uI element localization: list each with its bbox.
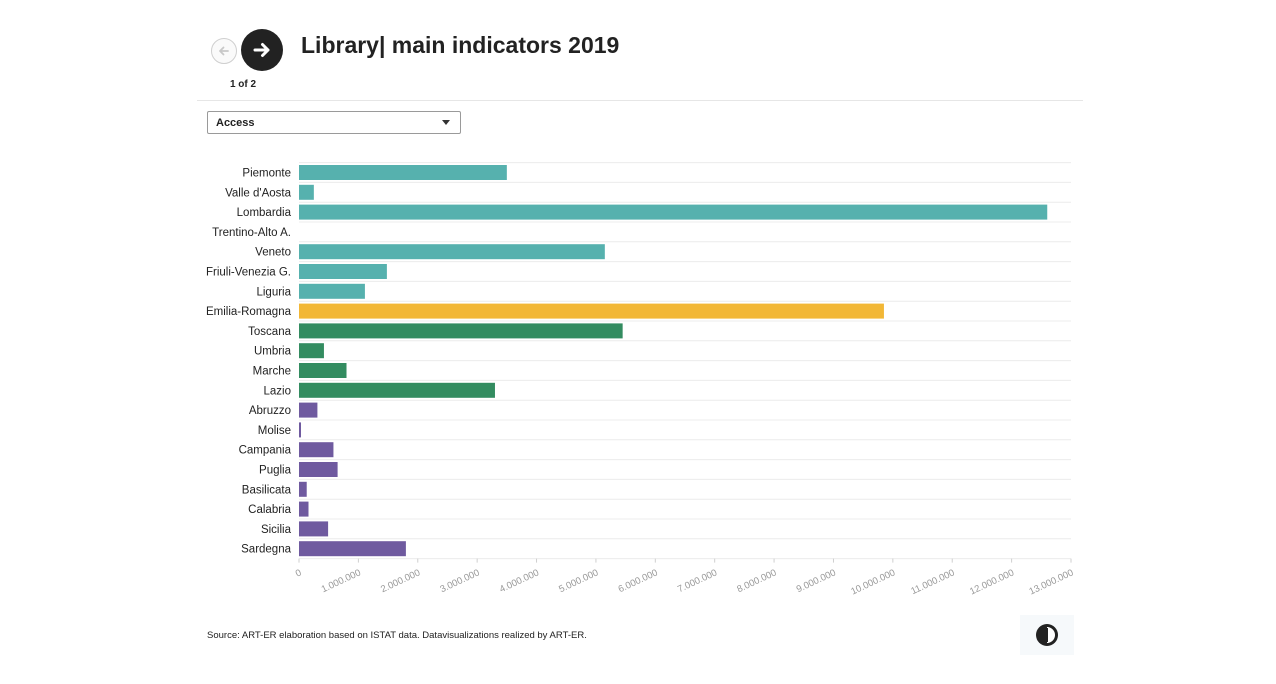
bar[interactable] (299, 402, 318, 418)
arrow-left-icon (219, 46, 229, 56)
category-label: Veneto (255, 247, 291, 259)
category-label: Abruzzo (249, 405, 291, 417)
bar[interactable] (299, 303, 884, 319)
x-tick-label: 4.000.000 (498, 567, 541, 595)
category-label: Campania (239, 445, 292, 457)
category-label: Lombardia (237, 207, 292, 219)
x-tick-label: 5.000.000 (557, 567, 600, 595)
art-er-logo (1020, 615, 1074, 655)
x-tick-label: 11.000.000 (909, 567, 956, 597)
x-tick-label: 10.000.000 (849, 567, 897, 597)
indicator-select[interactable]: Access (207, 111, 461, 134)
x-tick-label: 7.000.000 (676, 567, 719, 595)
x-tick-label: 8.000.000 (735, 567, 778, 595)
page-indicator: 1 of 2 (229, 79, 257, 90)
x-tick-label: 9.000.000 (795, 567, 838, 595)
art-er-logo-icon (1036, 624, 1058, 646)
category-label: Trentino-Alto A. (212, 227, 291, 239)
next-button[interactable] (241, 29, 283, 71)
arrow-right-icon (253, 43, 270, 57)
x-tick-label: 3.000.000 (438, 567, 481, 595)
bar[interactable] (299, 165, 507, 180)
bar[interactable] (299, 204, 1048, 220)
bar[interactable] (299, 422, 301, 438)
x-tick-label: 12.000.000 (968, 567, 1016, 597)
bar[interactable] (299, 283, 365, 299)
category-label: Piemonte (242, 168, 291, 180)
previous-button[interactable] (211, 38, 237, 64)
source-note: Source: ART-ER elaboration based on ISTA… (207, 630, 587, 641)
category-label: Toscana (248, 326, 291, 338)
x-tick-label: 0 (294, 567, 303, 579)
category-label: Molise (258, 425, 291, 437)
x-tick-label: 1.000.000 (320, 567, 363, 595)
bar[interactable] (299, 521, 329, 537)
header-divider (197, 100, 1083, 101)
x-tick-label: 13.000.000 (1028, 567, 1076, 597)
bar[interactable] (299, 442, 334, 458)
category-label: Calabria (248, 504, 291, 516)
category-label: Puglia (259, 465, 292, 477)
category-label: Sicilia (261, 524, 292, 536)
indicator-select-value: Access (216, 116, 255, 129)
bar[interactable] (299, 541, 406, 557)
bar[interactable] (299, 184, 314, 200)
bar[interactable] (299, 382, 495, 398)
x-tick-label: 2.000.000 (379, 567, 422, 595)
category-label: Lazio (264, 385, 292, 397)
category-label: Umbria (254, 346, 292, 358)
category-label: Basilicata (242, 484, 292, 496)
category-label: Valle d'Aosta (225, 187, 292, 199)
bar[interactable] (299, 462, 338, 477)
category-label: Friuli-Venezia G. (206, 267, 291, 279)
bar[interactable] (299, 363, 347, 378)
bar[interactable] (299, 343, 324, 359)
chevron-down-icon (442, 120, 450, 125)
bar[interactable] (299, 481, 307, 497)
bar[interactable] (299, 244, 605, 260)
bar[interactable] (299, 501, 309, 517)
bar[interactable] (299, 264, 387, 279)
x-tick-label: 6.000.000 (617, 567, 660, 595)
page-title: Library| main indicators 2019 (301, 32, 620, 58)
category-label: Marche (253, 366, 291, 378)
bar[interactable] (299, 323, 623, 339)
category-label: Sardegna (241, 544, 291, 556)
category-label: Emilia-Romagna (206, 306, 292, 318)
category-label: Liguria (256, 286, 291, 298)
